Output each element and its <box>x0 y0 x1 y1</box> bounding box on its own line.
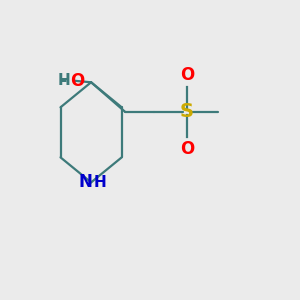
Text: O: O <box>180 140 194 158</box>
Text: S: S <box>180 102 194 121</box>
Text: -: - <box>61 73 67 88</box>
Text: H: H <box>57 73 70 88</box>
Text: O: O <box>180 66 194 84</box>
Text: N: N <box>79 173 93 191</box>
Text: H: H <box>94 175 107 190</box>
Text: O: O <box>70 72 85 90</box>
